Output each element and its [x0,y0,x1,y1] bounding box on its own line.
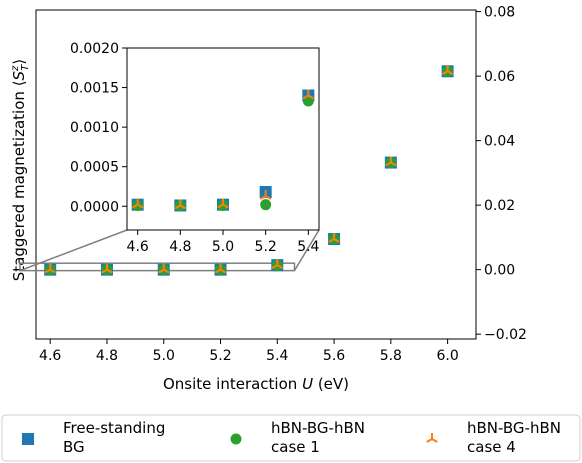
x-axis-label: Onsite interaction U (eV) [163,375,349,393]
data-point-tri [328,233,340,243]
y-tick-label: 0.04 [484,134,515,150]
inset-x-axis-ticks: 4.6 4.8 5.0 5.2 5.4 [127,230,320,255]
legend-label-line1: Free-standing [63,419,165,437]
y-tick-label: 0.02 [484,198,515,214]
x-axis-ticks: 4.6 4.8 5.0 5.2 5.4 5.6 5.8 6.0 [39,339,459,364]
inset-plot: 4.6 4.8 5.0 5.2 5.4 0.0000 0.0005 0.0010 0.0015… [70,41,320,255]
y-axis-ticks: −0.02 0.00 0.02 0.04 0.06 0.08 [476,5,527,343]
inset-y-tick-label: 0.0005 [70,160,119,176]
inset-data-point-circle [302,95,314,107]
inset-data-point-tri [131,198,144,209]
x-tick-label: 5.0 [153,348,175,364]
main-plot: 4.6 4.8 5.0 5.2 5.4 5.6 5.8 6.0 −0.02 0.00 0.02 0.… [10,5,527,393]
main-plot-frame [35,9,477,340]
data-point-tri [44,263,56,274]
legend-marker-tri [426,433,438,443]
legend-label-line1: hBN-BG-hBN [467,419,561,437]
zoom-connector-left [19,229,128,272]
y-tick-label: 0.00 [484,263,515,279]
y-tick-label: 0.08 [484,5,515,21]
zoom-connector-right [293,229,320,272]
inset-x-tick-label: 5.2 [255,239,277,255]
x-tick-label: 5.8 [380,348,402,364]
x-tick-label: 5.6 [323,348,345,364]
x-tick-label: 5.2 [209,348,231,364]
legend-frame [1,414,581,462]
data-point-tri [158,263,170,274]
legend-marker-circle [230,433,242,445]
x-tick-label: 6.0 [436,348,458,364]
zoom-rectangle [19,262,296,272]
legend-label-line1: hBN-BG-hBN [271,419,365,437]
inset-data-point-tri [217,198,229,209]
legend-label-line2: case 1 [271,438,320,456]
legend-label-line2: case 4 [467,438,516,456]
x-tick-label: 4.6 [39,348,61,364]
inset-zoom-indicator [19,229,320,272]
inset-y-tick-label: 0.0020 [70,41,119,57]
inset-x-tick-label: 5.4 [297,239,319,255]
data-point-tri [385,156,397,167]
inset-x-tick-label: 5.0 [212,239,234,255]
inset-x-tick-label: 4.8 [169,239,191,255]
inset-y-axis-ticks: 0.0000 0.0005 0.0010 0.0015 0.0020 [70,41,127,215]
legend-marker-square [22,433,34,445]
data-point-tri [101,263,113,274]
main-data-points [44,65,454,276]
y-tick-label: −0.02 [484,327,527,343]
inset-data-points [131,89,315,212]
inset-y-tick-label: 0.0015 [70,81,119,97]
data-point-tri [441,65,454,76]
data-point-tri [214,263,227,274]
inset-data-point-tri [259,189,272,200]
inset-data-point-circle [260,199,272,211]
data-point-tri [271,259,283,270]
legend-label-line2: BG [63,438,85,456]
x-tick-label: 5.4 [266,348,288,364]
x-tick-label: 4.8 [96,348,118,364]
inset-y-tick-label: 0.0000 [70,199,119,215]
inset-y-tick-label: 0.0010 [70,120,119,136]
y-tick-label: 0.06 [484,69,515,85]
inset-x-tick-label: 4.6 [127,239,149,255]
y-axis-label: Staggered magnetization ⟨SzT⟩ [10,59,31,282]
inset-data-point-tri [174,199,187,210]
inset-data-point-tri [302,89,315,100]
